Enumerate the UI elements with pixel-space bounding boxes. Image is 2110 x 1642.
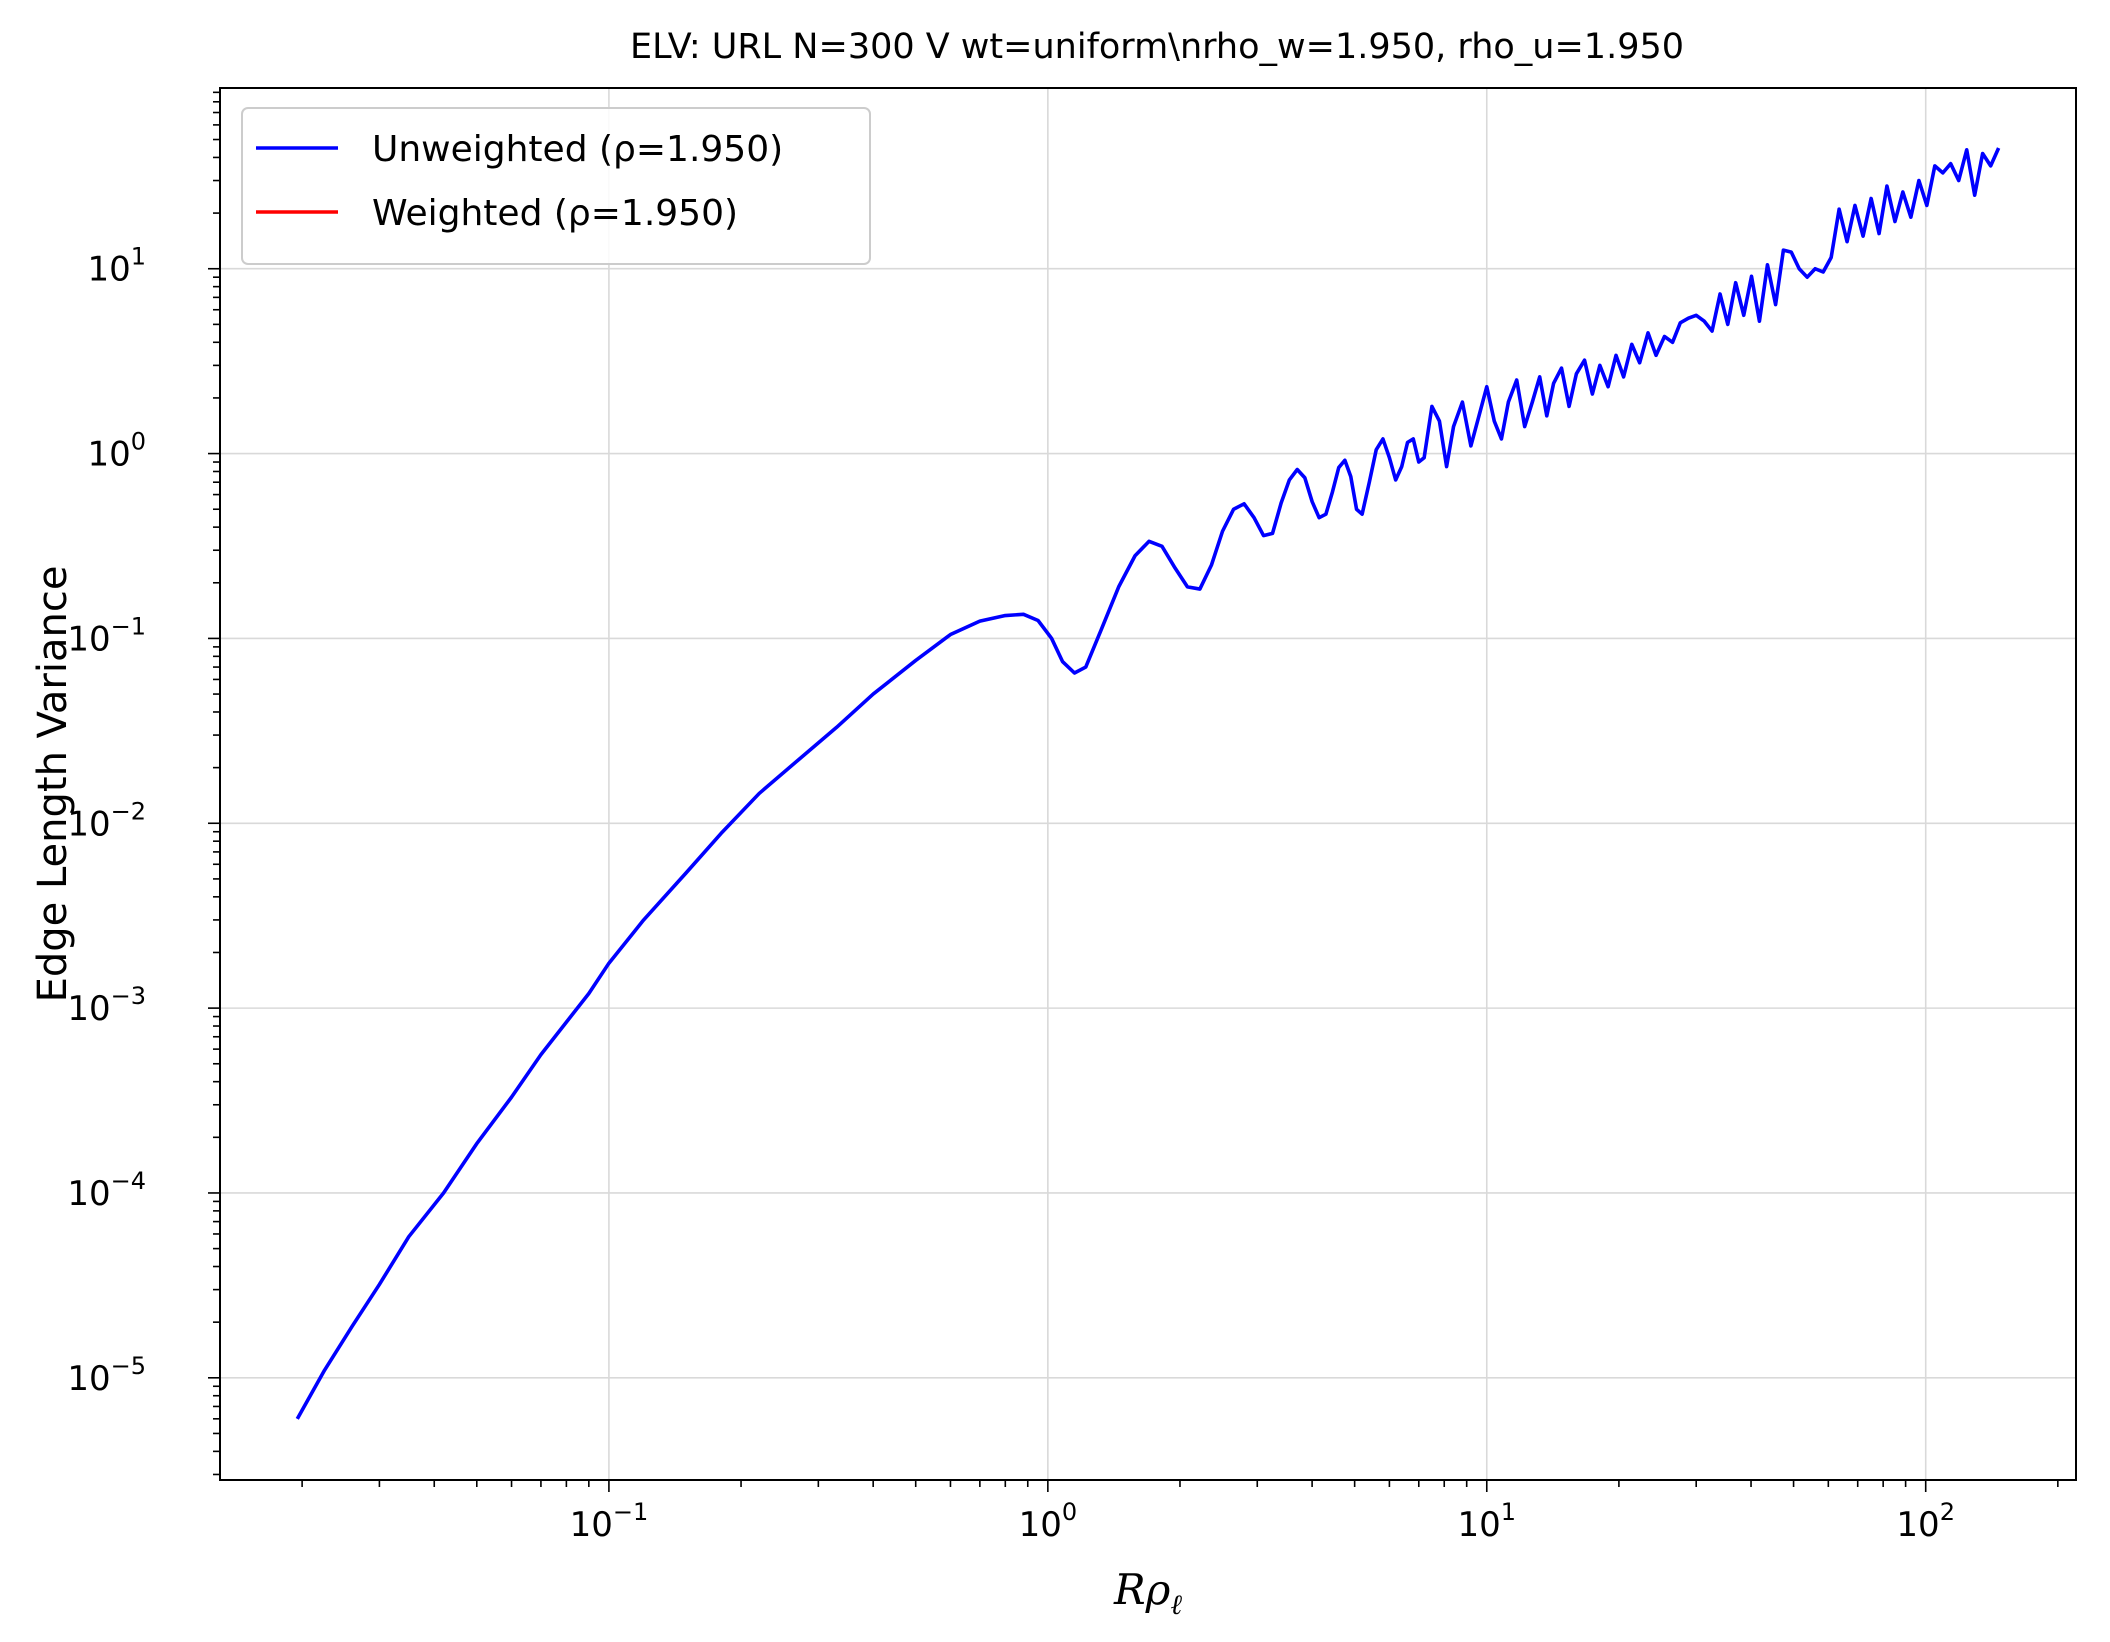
y-tick-label: 100 [87,428,146,475]
x-tick-label-exponent: −1 [613,1498,648,1526]
x-axis-label-subscript: ℓ [1170,1588,1182,1621]
x-axis-label-base: R [1113,1565,1146,1614]
y-tick-label: 10−3 [67,982,146,1029]
x-tick-label: 10−1 [570,1498,649,1545]
y-tick-label: 101 [87,243,146,290]
y-axis-label: Edge Length Variance [30,566,76,1003]
y-tick-label-base: 10 [67,619,110,659]
series-lines [295,147,2001,1420]
legend-label-0: Unweighted (ρ=1.950) [372,129,783,170]
chart-title: ELV: URL N=300 V wt=uniform\nrho_w=1.950… [630,27,1684,67]
y-tick-label-exponent: 1 [131,243,146,271]
y-tick-label-base: 10 [67,804,110,844]
grid-lines [220,88,2076,1480]
legend-box [241,107,871,265]
x-tick-label-exponent: 0 [1062,1498,1077,1526]
minor-ticks [213,91,2059,1487]
y-tick-label-base: 10 [87,250,130,290]
x-axis-label: Rρℓ [1113,1565,1182,1621]
x-axis-label-greek: ρ [1145,1565,1171,1614]
y-tick-label: 10−4 [67,1167,146,1214]
legend-label-1: Weighted (ρ=1.950) [372,193,738,234]
y-tick-label-exponent: −3 [111,982,146,1010]
x-axis-ticks: 10−1 100 101 102 [570,1480,1955,1545]
y-tick-label-exponent: 0 [131,428,146,456]
y-tick-label-exponent: −4 [111,1167,146,1195]
y-tick-label-exponent: −1 [111,612,146,640]
y-tick-label-base: 10 [67,1359,110,1399]
x-tick-label: 101 [1457,1498,1516,1545]
y-tick-label: 10−1 [67,612,146,659]
series-line-0 [295,147,2001,1420]
x-tick-label-exponent: 1 [1501,1498,1516,1526]
y-tick-label-base: 10 [67,1174,110,1214]
x-tick-label-exponent: 2 [1940,1498,1955,1526]
y-tick-label-exponent: −2 [111,797,146,825]
y-tick-label: 10−5 [67,1352,146,1399]
x-tick-label: 102 [1896,1498,1955,1545]
x-tick-label-base: 10 [1457,1505,1500,1545]
y-tick-label: 10−2 [67,797,146,844]
x-tick-label-base: 10 [570,1505,613,1545]
x-tick-label-base: 10 [1019,1505,1062,1545]
x-tick-label-base: 10 [1896,1505,1939,1545]
y-tick-label-base: 10 [67,989,110,1029]
y-tick-label-base: 10 [87,435,130,475]
plot-frame [219,87,2077,1481]
legend: Unweighted (ρ=1.950) Weighted (ρ=1.950) [241,107,871,265]
y-tick-label-exponent: −5 [111,1352,146,1380]
x-tick-label: 100 [1019,1498,1078,1545]
